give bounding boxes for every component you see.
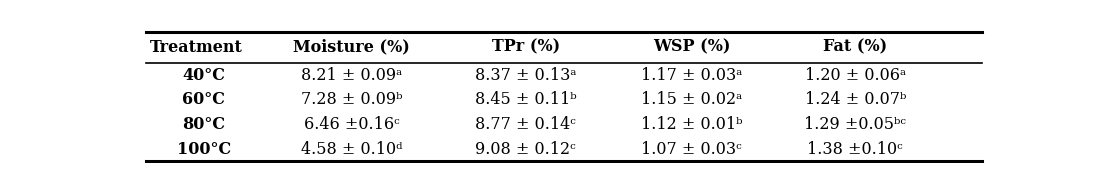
Text: 80°C: 80°C: [183, 116, 226, 133]
Text: 1.20 ± 0.06ᵃ: 1.20 ± 0.06ᵃ: [805, 67, 906, 84]
Text: WSP (%): WSP (%): [653, 39, 730, 56]
Text: 1.29 ±0.05ᵇᶜ: 1.29 ±0.05ᵇᶜ: [805, 116, 906, 133]
Text: 1.15 ± 0.02ᵃ: 1.15 ± 0.02ᵃ: [641, 91, 742, 108]
Text: 6.46 ±0.16ᶜ: 6.46 ±0.16ᶜ: [304, 116, 400, 133]
Text: Moisture (%): Moisture (%): [294, 39, 411, 56]
Text: 100°C: 100°C: [177, 141, 231, 158]
Text: 8.21 ± 0.09ᵃ: 8.21 ± 0.09ᵃ: [302, 67, 403, 84]
Text: 1.38 ±0.10ᶜ: 1.38 ±0.10ᶜ: [807, 141, 903, 158]
Text: TPr (%): TPr (%): [492, 39, 560, 56]
Text: 9.08 ± 0.12ᶜ: 9.08 ± 0.12ᶜ: [476, 141, 576, 158]
Text: 1.12 ± 0.01ᵇ: 1.12 ± 0.01ᵇ: [641, 116, 742, 133]
Text: 40°C: 40°C: [183, 67, 226, 84]
Text: Treatment: Treatment: [150, 39, 242, 56]
Text: 8.37 ± 0.13ᵃ: 8.37 ± 0.13ᵃ: [475, 67, 577, 84]
Text: 60°C: 60°C: [183, 91, 226, 108]
Text: 1.24 ± 0.07ᵇ: 1.24 ± 0.07ᵇ: [805, 91, 906, 108]
Text: Fat (%): Fat (%): [824, 39, 887, 56]
Text: 8.77 ± 0.14ᶜ: 8.77 ± 0.14ᶜ: [476, 116, 576, 133]
Text: 1.17 ± 0.03ᵃ: 1.17 ± 0.03ᵃ: [641, 67, 742, 84]
Text: 1.07 ± 0.03ᶜ: 1.07 ± 0.03ᶜ: [641, 141, 742, 158]
Text: 4.58 ± 0.10ᵈ: 4.58 ± 0.10ᵈ: [301, 141, 403, 158]
Text: 7.28 ± 0.09ᵇ: 7.28 ± 0.09ᵇ: [301, 91, 403, 108]
Text: 8.45 ± 0.11ᵇ: 8.45 ± 0.11ᵇ: [475, 91, 577, 108]
